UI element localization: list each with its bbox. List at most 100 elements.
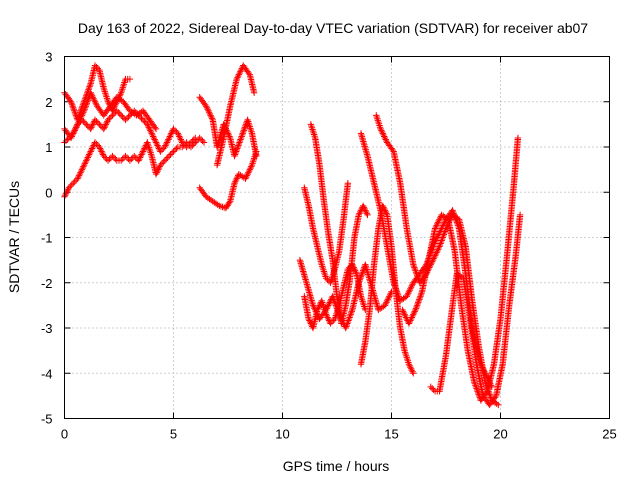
data-point (96, 121, 103, 128)
data-point (70, 180, 77, 187)
data-point-interp (240, 127, 248, 134)
data-point-interp (407, 285, 414, 292)
data-point (126, 112, 134, 119)
data-point-interp (337, 314, 344, 321)
data-point (113, 107, 121, 114)
data-point-interp (121, 79, 128, 86)
x-tick-label: 15 (384, 427, 398, 442)
data-point-interp (136, 155, 143, 163)
data-point-interp (101, 124, 108, 131)
data-point-interp (236, 137, 244, 145)
data-point (70, 130, 77, 137)
data-point-interp (306, 317, 313, 324)
data-series-track-4 (61, 134, 208, 200)
data-point-interp (312, 308, 320, 315)
data-point-interp (321, 269, 328, 277)
data-point-interp (491, 394, 499, 401)
data-point-interp (88, 124, 95, 131)
data-point-interp (88, 145, 96, 152)
data-point-interp (163, 139, 171, 146)
data-point (233, 75, 240, 83)
data-point-interp (332, 302, 340, 309)
data-point-interp (405, 288, 413, 295)
data-point-interp (346, 314, 353, 321)
data-point-interp (70, 106, 77, 113)
data-point-interp (239, 130, 246, 137)
data-point-interp (110, 110, 118, 118)
data-point-interp (411, 264, 418, 271)
data-point-interp (68, 100, 75, 107)
data-point-interp (330, 317, 337, 324)
data-point-interp (391, 282, 398, 289)
data-point-interp (402, 314, 410, 321)
data-point (65, 184, 73, 191)
data-point-interp (141, 143, 149, 151)
data-point-interp (103, 93, 110, 100)
data-point-interp (68, 101, 76, 108)
data-point-interp (391, 281, 398, 288)
y-tick-label: -5 (41, 412, 53, 427)
data-point-interp (76, 170, 83, 178)
data-point-interp (345, 317, 352, 324)
data-point-interp (395, 293, 402, 300)
data-point-interp (362, 208, 370, 216)
data-point-interp (160, 158, 167, 166)
data-point-interp (146, 147, 154, 155)
data-point-interp (201, 192, 209, 199)
data-point-interp (80, 118, 87, 125)
data-point-interp (158, 146, 166, 154)
data-point-interp (68, 181, 75, 188)
data-point (78, 166, 86, 173)
data-point-interp (428, 385, 436, 392)
data-point (342, 324, 349, 332)
data-point (192, 139, 199, 146)
data-point-interp (83, 100, 91, 107)
data-point-interp (147, 151, 155, 158)
data-point-interp (441, 228, 449, 235)
data-point-interp (158, 160, 166, 167)
data-point-interp (334, 308, 342, 315)
data-point-interp (106, 115, 113, 122)
x-axis-label: GPS time / hours (283, 458, 390, 474)
data-point-interp (88, 91, 95, 98)
data-point-interp (381, 133, 388, 140)
data-point-interp (344, 318, 352, 326)
data-point-interp (394, 291, 402, 299)
y-tick-label: 0 (45, 185, 52, 200)
data-point-interp (245, 169, 252, 176)
data-point-interp (328, 318, 336, 326)
data-point-interp (325, 315, 332, 323)
data-point-interp (234, 143, 242, 151)
data-point-interp (93, 118, 100, 125)
data-point (318, 261, 325, 268)
data-point (117, 157, 125, 164)
data-point-interp (358, 294, 365, 302)
data-point (309, 302, 317, 309)
data-point-interp (139, 149, 146, 157)
data-point-interp (93, 63, 100, 71)
data-point-interp (101, 88, 109, 95)
data-point-interp (154, 142, 161, 149)
data-point-interp (319, 264, 327, 272)
data-point-interp (89, 94, 97, 101)
data-point (83, 121, 90, 128)
data-point-interp (137, 152, 144, 160)
data-point (87, 148, 94, 155)
data-point-interp (138, 151, 145, 158)
data-point (514, 134, 522, 142)
data-point-interp (309, 126, 316, 133)
data-point-interp (154, 167, 161, 175)
data-point (355, 211, 362, 219)
data-point-interp (415, 297, 422, 305)
data-point-interp (356, 278, 363, 285)
data-point (157, 148, 164, 155)
data-point-interp (392, 284, 399, 291)
data-point-interp (83, 155, 91, 163)
y-tick-label: 2 (45, 95, 52, 110)
data-point-interp (409, 368, 416, 375)
data-point-interp (71, 178, 78, 185)
data-point-interp (414, 273, 421, 280)
y-axis-label: SDTVAR / TECUs (6, 181, 22, 293)
data-point-interp (92, 100, 99, 107)
data-point-interp (357, 208, 364, 216)
